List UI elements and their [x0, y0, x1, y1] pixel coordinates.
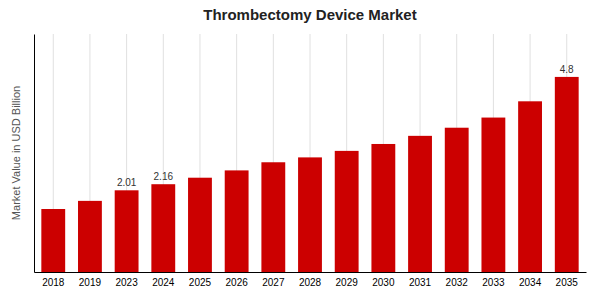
x-tick: 2027: [262, 272, 285, 288]
x-tick: 2028: [299, 272, 322, 288]
data-label: 2.16: [154, 171, 174, 182]
y-axis-title: Market Value in USD Billion: [10, 86, 22, 220]
x-tick-label: 2026: [226, 277, 249, 288]
bar: [298, 157, 322, 272]
x-tick: 2030: [372, 272, 395, 288]
bar: [151, 184, 175, 272]
x-tick: 2024: [152, 272, 175, 288]
x-tick-label: 2019: [79, 277, 102, 288]
title: Thrombectomy Device Market: [203, 6, 416, 23]
data-label: 4.8: [560, 64, 574, 75]
bar: [41, 209, 65, 272]
bar: [188, 178, 212, 272]
y-axis-line: [34, 35, 35, 273]
bar: [371, 144, 395, 272]
x-tick-label: 2029: [336, 277, 359, 288]
x-tick-label: 2025: [189, 277, 212, 288]
bar: [335, 151, 359, 272]
x-tick-label: 2027: [262, 277, 285, 288]
x-tick: 2031: [409, 272, 432, 288]
x-axis: 2018 2019 2023 2024 2025 2026 2027 2028 2029 2030…: [35, 272, 587, 288]
x-tick-label: 2024: [152, 277, 175, 288]
bar: [261, 162, 285, 272]
x-tick: 2032: [446, 272, 469, 288]
x-tick: 2023: [115, 272, 138, 288]
x-tick-label: 2028: [299, 277, 322, 288]
chart: 2018 2019 2023 2024 2025 2026 2027 2028 2029 2030…: [0, 0, 600, 300]
x-tick: 2029: [336, 272, 359, 288]
x-tick: 2026: [226, 272, 249, 288]
x-tick-label: 2030: [372, 277, 395, 288]
bar: [225, 170, 249, 272]
y-axis: [34, 35, 35, 273]
x-tick-label: 2023: [115, 277, 138, 288]
plot: 2018 2019 2023 2024 2025 2026 2027 2028 2029 2030…: [35, 34, 587, 288]
x-tick: 2035: [556, 272, 579, 288]
x-tick: 2034: [519, 272, 542, 288]
bar: [481, 118, 505, 272]
x-tick: 2018: [42, 272, 65, 288]
x-tick-label: 2034: [519, 277, 542, 288]
bar: [408, 136, 432, 272]
x-tick-label: 2018: [42, 277, 65, 288]
x-tick-label: 2033: [482, 277, 505, 288]
x-tick-label: 2035: [556, 277, 579, 288]
bar: [78, 201, 102, 272]
bar: [115, 190, 139, 272]
data-labels: 2.01 2.16 4.8: [117, 64, 574, 188]
x-tick: 2033: [482, 272, 505, 288]
x-tick: 2019: [79, 272, 102, 288]
x-tick: 2025: [189, 272, 212, 288]
bar: [555, 77, 579, 272]
bar: [445, 128, 469, 272]
data-label: 2.01: [117, 177, 137, 188]
bar: [518, 101, 542, 272]
x-tick-label: 2032: [446, 277, 469, 288]
grid: [53, 34, 566, 272]
bars: [41, 77, 578, 272]
x-tick-label: 2031: [409, 277, 432, 288]
x-axis-line: [35, 272, 587, 273]
